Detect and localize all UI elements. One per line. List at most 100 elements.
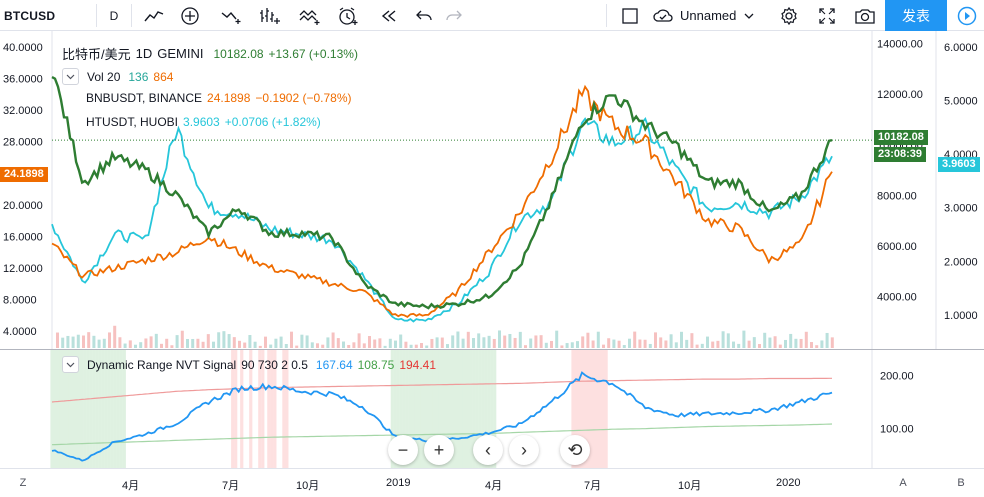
volume-bar xyxy=(139,342,143,348)
volume-bar xyxy=(378,338,382,348)
nvt-chart[interactable]: 200.00 100.00 xyxy=(0,350,984,468)
fullscreen-box-icon[interactable] xyxy=(616,0,644,31)
collapse-indicator-legend-button[interactable] xyxy=(62,356,79,373)
volume-bar xyxy=(789,333,793,348)
oversold-zone xyxy=(441,350,446,468)
alert-icon[interactable] xyxy=(332,0,364,31)
indicators-icon[interactable] xyxy=(254,0,286,31)
volume-bar xyxy=(810,342,813,348)
volume-bar xyxy=(643,339,647,348)
oversold-zone xyxy=(113,350,117,468)
volume-bar xyxy=(404,341,408,348)
volume-bar xyxy=(503,335,507,348)
volume-bar xyxy=(804,331,808,348)
main-series-legend[interactable]: 比特币/美元 1D GEMINI 10182.08 +13.67 (+0.13%… xyxy=(62,44,358,63)
volume-bar xyxy=(368,336,371,348)
volume-bar xyxy=(243,342,247,348)
oversold-zone xyxy=(432,350,437,468)
indicator-legend[interactable]: Dynamic Range NVT Signal 90 730 2 0.5 16… xyxy=(62,356,436,373)
volume-bar xyxy=(669,334,673,348)
oversold-zone xyxy=(423,350,428,468)
timezone-button[interactable]: Z xyxy=(19,477,27,489)
btc-countdown-label: 23:08:39 xyxy=(874,147,927,162)
oversold-zone xyxy=(86,350,90,468)
undo-icon[interactable] xyxy=(410,0,438,31)
volume-bar xyxy=(680,331,683,348)
layout-name-button[interactable]: Unnamed xyxy=(652,0,772,31)
volume-bar xyxy=(586,332,590,348)
overbought-zone xyxy=(282,350,286,468)
volume-bar xyxy=(201,341,205,348)
volume-bar xyxy=(654,332,657,348)
line-style-icon[interactable] xyxy=(138,0,170,31)
auto-scale-button[interactable]: A xyxy=(899,477,907,489)
indicator-pane[interactable]: 200.00 100.00 xyxy=(0,350,984,468)
volume-bar xyxy=(420,343,423,348)
play-icon[interactable] xyxy=(950,0,984,31)
zoom-out-button[interactable]: − xyxy=(388,435,418,465)
redo-icon[interactable] xyxy=(440,0,468,31)
templates-icon[interactable] xyxy=(294,0,326,31)
oversold-zone xyxy=(122,350,126,468)
volume-bar xyxy=(305,335,309,348)
reset-chart-button[interactable]: ⟲ xyxy=(560,435,590,465)
fullscreen-icon[interactable] xyxy=(812,0,842,31)
volume-bar xyxy=(336,338,340,348)
oversold-zone xyxy=(95,350,99,468)
screenshot-icon[interactable] xyxy=(850,0,880,31)
scale-mode-button[interactable]: B xyxy=(957,477,965,489)
settings-icon[interactable] xyxy=(774,0,804,31)
volume-bar xyxy=(102,338,106,348)
oversold-zone xyxy=(89,350,93,468)
volume-bar xyxy=(232,337,236,348)
time-axis[interactable]: Z 4月 7月 10月 2019 4月 7月 10月 2020 A B xyxy=(0,468,984,497)
left-axis-tick: 28.0000 xyxy=(3,137,43,149)
publish-button[interactable]: 发表 xyxy=(885,0,947,31)
collapse-legend-button[interactable] xyxy=(62,68,79,85)
volume-bar xyxy=(648,343,652,348)
overbought-zone xyxy=(285,350,289,468)
volume-bar xyxy=(118,337,122,348)
main-series-exchange: GEMINI xyxy=(157,46,204,61)
ht-legend[interactable]: HTUSDT, HUOBI 3.9603 +0.0706 (+1.82%) xyxy=(86,115,321,129)
volume-bar xyxy=(295,345,299,348)
volume-bar xyxy=(685,339,689,348)
volume-bar xyxy=(732,341,735,348)
volume-bar xyxy=(607,338,611,348)
volume-bar xyxy=(66,335,70,348)
interval-button[interactable]: D xyxy=(109,8,119,23)
oversold-zone xyxy=(71,350,75,468)
volume-bar xyxy=(565,343,569,348)
compare-icon[interactable] xyxy=(216,0,248,31)
overbought-zone xyxy=(261,350,265,468)
volume-bar xyxy=(716,340,720,348)
oversold-zone xyxy=(68,350,72,468)
volume-bar xyxy=(825,332,829,348)
volume-bar xyxy=(76,334,80,348)
left-axis-tick: 20.0000 xyxy=(3,200,43,212)
bnb-series-price: 24.1898 xyxy=(207,91,251,105)
oversold-zone xyxy=(116,350,120,468)
main-chart-pane[interactable]: 40.000036.000032.000028.000024.000020.00… xyxy=(0,31,984,349)
volume-bar xyxy=(477,333,481,348)
oversold-zone xyxy=(450,350,455,468)
price-chart[interactable]: 40.000036.000032.000028.000024.000020.00… xyxy=(0,31,984,349)
bnb-legend[interactable]: BNBUSDT, BINANCE 24.1898 −0.1902 (−0.78%… xyxy=(86,91,352,105)
scroll-left-button[interactable]: ‹ xyxy=(473,435,503,465)
volume-legend[interactable]: Vol 20 136 864 xyxy=(62,68,173,85)
left-axis-tick: 40.0000 xyxy=(3,42,43,54)
overbought-zone xyxy=(595,350,599,468)
volume-bar xyxy=(430,338,434,348)
add-indicator-icon[interactable] xyxy=(174,0,206,31)
volume-bar xyxy=(253,341,257,348)
volume-bar xyxy=(815,345,819,348)
zoom-in-button[interactable]: + xyxy=(424,435,454,465)
volume-bar xyxy=(92,335,96,348)
volume-bar xyxy=(752,337,756,348)
scroll-right-button[interactable]: › xyxy=(509,435,539,465)
replay-icon[interactable] xyxy=(374,0,404,31)
symbol-search-button[interactable]: BTCUSD xyxy=(4,8,56,23)
volume-bar xyxy=(394,340,397,348)
right-axis-tick: 6.0000 xyxy=(944,42,978,54)
pane-divider[interactable] xyxy=(0,349,984,350)
